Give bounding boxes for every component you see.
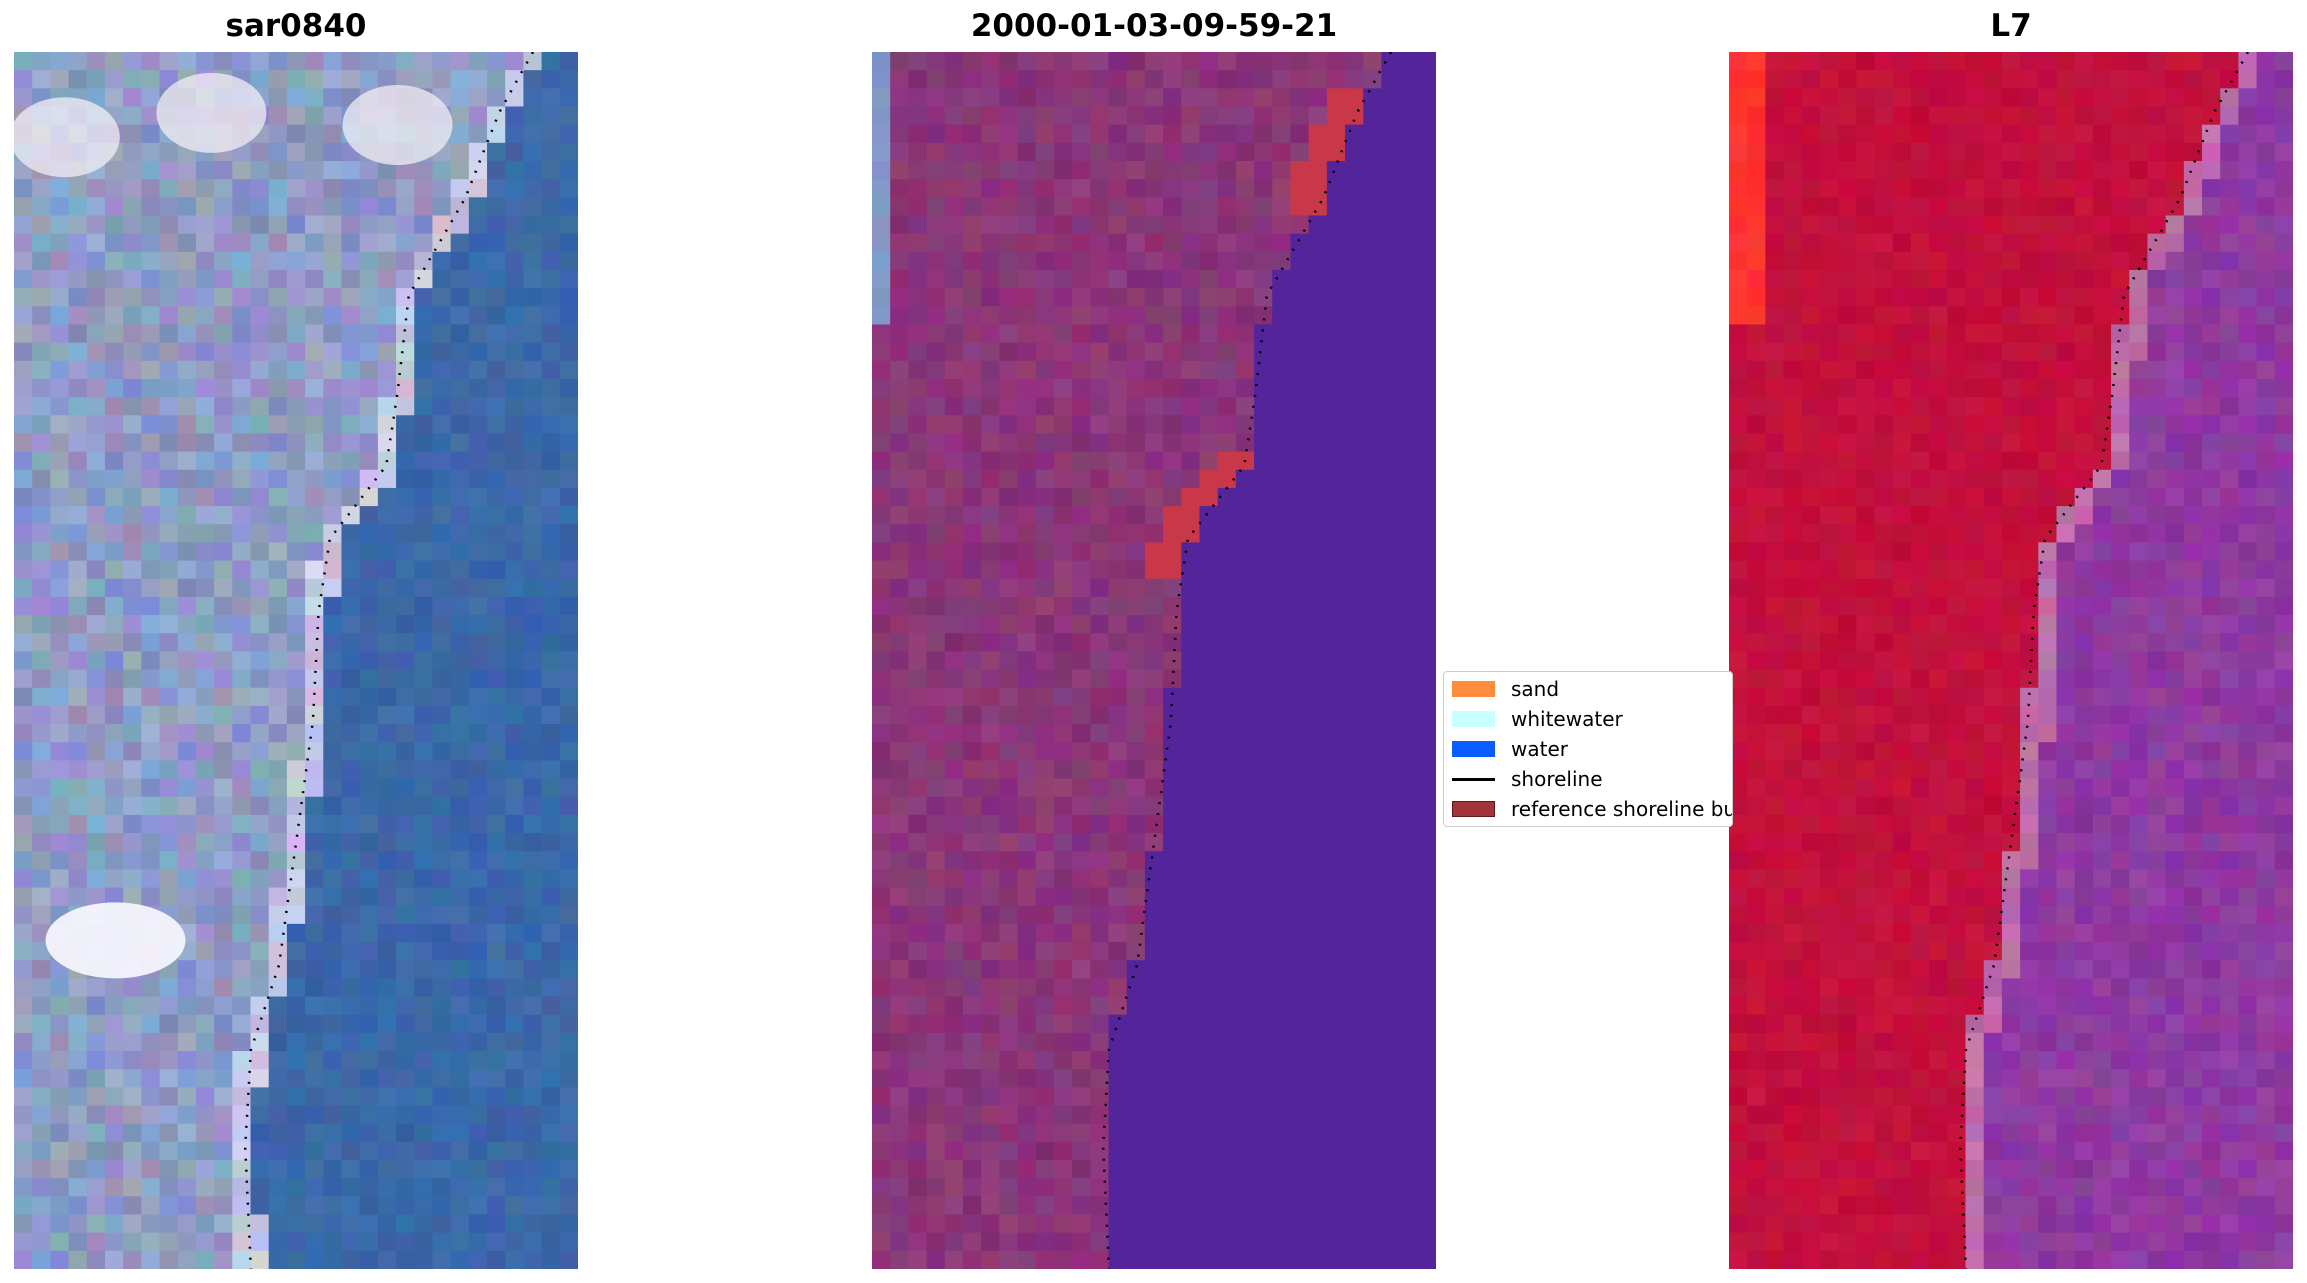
classified-image bbox=[872, 52, 1436, 1269]
legend-label-whitewater: whitewater bbox=[1511, 707, 1623, 731]
shoreline bbox=[243, 52, 534, 1269]
panel-title-mndwi: L7 bbox=[1990, 8, 2032, 44]
classified-image-panel bbox=[872, 52, 1436, 1269]
shoreline bbox=[1101, 52, 1392, 1269]
shoreline bbox=[1958, 52, 2249, 1269]
reference-buffer-swatch bbox=[1452, 801, 1495, 817]
legend-item-shoreline: shoreline bbox=[1452, 766, 1603, 792]
legend-item-whitewater: whitewater bbox=[1452, 706, 1623, 732]
legend-label-reference-buffer: reference shoreline buffer bbox=[1511, 797, 1732, 821]
legend-label-water: water bbox=[1511, 737, 1568, 761]
shoreline-line-swatch bbox=[1452, 777, 1495, 781]
legend-label-shoreline: shoreline bbox=[1511, 767, 1603, 791]
legend-item-water: water bbox=[1452, 736, 1568, 762]
legend-label-sand: sand bbox=[1511, 677, 1560, 701]
legend-item-reference-buffer: reference shoreline buffer bbox=[1452, 796, 1732, 822]
legend: sand whitewater water shoreline referenc… bbox=[1443, 671, 1733, 827]
mndwi-image-panel bbox=[1729, 52, 2293, 1269]
mndwi-image bbox=[1729, 52, 2293, 1269]
rgb-image-panel bbox=[14, 52, 578, 1269]
whitewater-swatch bbox=[1452, 711, 1495, 727]
panel-title-rgb: sar0840 bbox=[225, 8, 367, 44]
sand-swatch bbox=[1452, 681, 1495, 697]
panel-title-classified: 2000-01-03-09-59-21 bbox=[970, 8, 1338, 44]
rgb-image bbox=[14, 52, 578, 1269]
legend-item-sand: sand bbox=[1452, 676, 1559, 702]
water-swatch bbox=[1452, 741, 1495, 757]
